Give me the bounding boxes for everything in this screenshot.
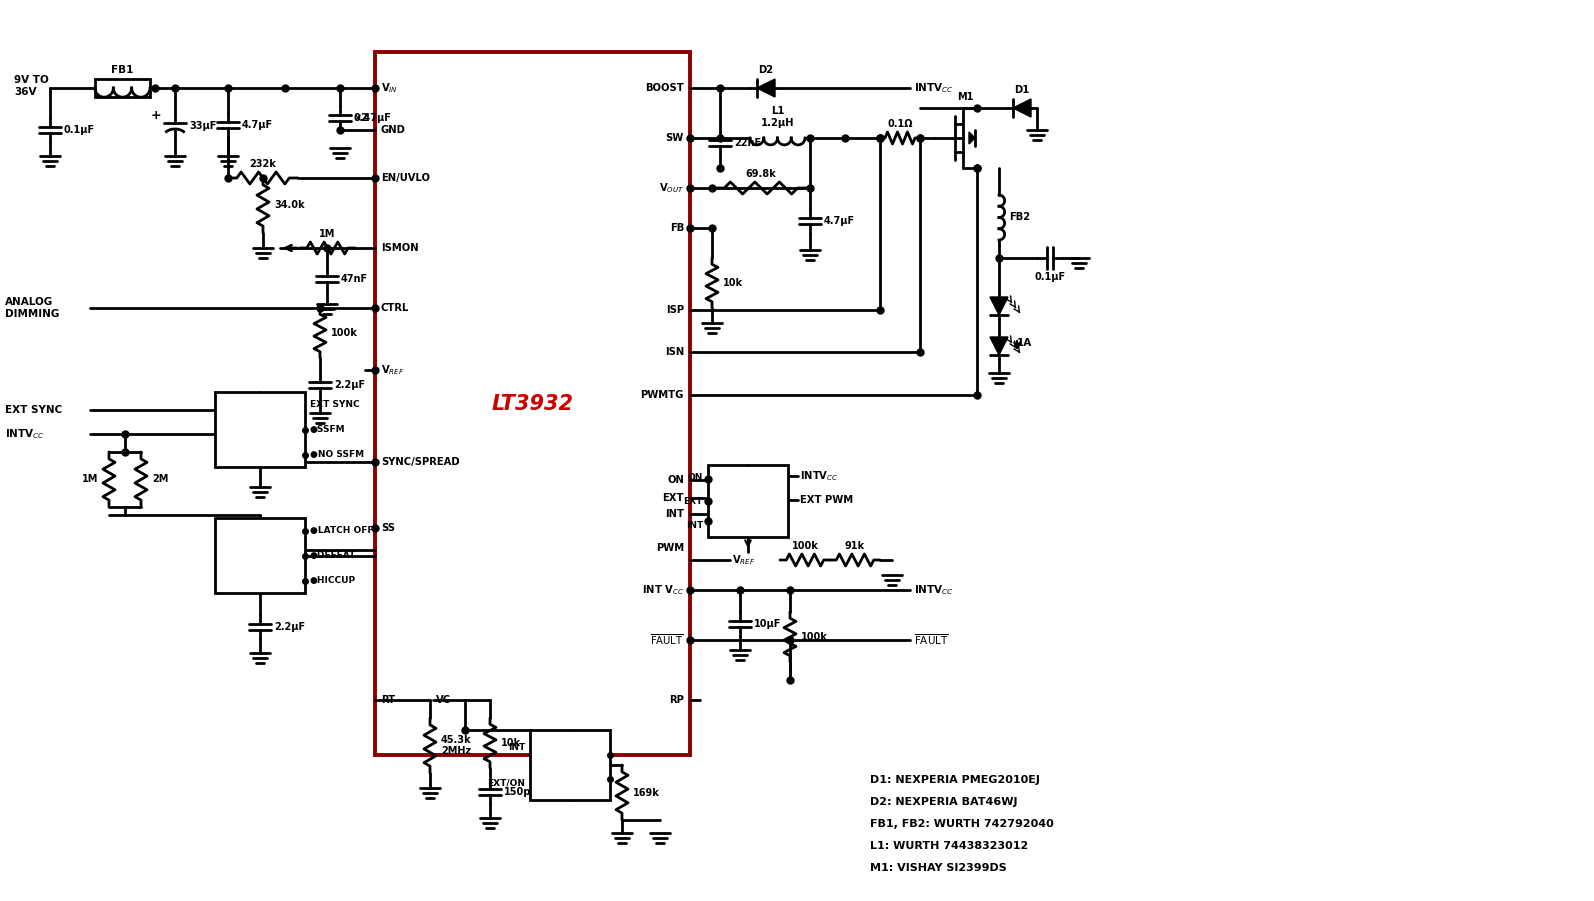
Text: 45.3k
2MHz: 45.3k 2MHz [442, 734, 472, 756]
Text: VC: VC [437, 695, 451, 705]
Text: SW: SW [666, 133, 684, 143]
Text: $\overline{\mathrm{FAULT}}$: $\overline{\mathrm{FAULT}}$ [650, 633, 684, 648]
Text: 232k: 232k [250, 159, 276, 169]
Text: V$_{REF}$: V$_{REF}$ [381, 363, 405, 377]
Text: ×2: ×2 [354, 113, 368, 123]
Text: PWM: PWM [655, 543, 684, 553]
Text: L1
1.2µH: L1 1.2µH [760, 106, 794, 128]
Text: GND: GND [381, 125, 406, 135]
Text: 2.2µF: 2.2µF [335, 380, 365, 390]
Text: ●NO SSFM: ●NO SSFM [309, 450, 363, 459]
Text: SYNC/SPREAD: SYNC/SPREAD [381, 457, 459, 467]
Text: LT3932: LT3932 [491, 394, 574, 414]
Polygon shape [1014, 99, 1031, 117]
Text: 4.7µF: 4.7µF [242, 120, 273, 130]
Text: 100k: 100k [332, 328, 359, 338]
Text: D2: NEXPERIA BAT46WJ: D2: NEXPERIA BAT46WJ [870, 797, 1017, 807]
Text: 1A: 1A [1017, 338, 1033, 348]
Text: EXT SYNC: EXT SYNC [309, 400, 360, 409]
Text: +: + [150, 109, 161, 122]
Text: M1: VISHAY SI2399DS: M1: VISHAY SI2399DS [870, 863, 1007, 873]
Text: M1: M1 [956, 92, 974, 102]
Text: 0.1µF: 0.1µF [64, 125, 96, 135]
Polygon shape [969, 132, 976, 144]
Text: 100k: 100k [802, 632, 827, 642]
Text: EXT: EXT [684, 496, 703, 505]
Text: SS: SS [381, 523, 395, 533]
Text: INT: INT [685, 521, 703, 530]
Bar [96, 79, 150, 97]
Text: INT: INT [665, 509, 684, 519]
Text: PWMTG: PWMTG [641, 390, 684, 400]
Text: FB1: FB1 [112, 65, 134, 75]
Polygon shape [990, 337, 1007, 355]
Text: INT V$_{CC}$: INT V$_{CC}$ [642, 583, 684, 596]
Text: 169k: 169k [633, 787, 660, 797]
Text: D2: D2 [759, 65, 773, 75]
Text: EXT: EXT [663, 493, 684, 503]
Bar [529, 730, 611, 800]
Text: EXT PWM: EXT PWM [800, 495, 853, 505]
Text: EXT/ON: EXT/ON [488, 778, 524, 787]
Text: INTV$_{CC}$: INTV$_{CC}$ [913, 583, 953, 596]
Text: FB2: FB2 [1009, 213, 1031, 223]
Text: BOOST: BOOST [646, 83, 684, 93]
Text: 10k: 10k [501, 738, 521, 748]
Text: INTV$_{CC}$: INTV$_{CC}$ [800, 469, 838, 483]
Text: ●DEFEAT: ●DEFEAT [309, 551, 355, 560]
Text: L1: WURTH 74438323012: L1: WURTH 74438323012 [870, 841, 1028, 851]
Text: 34.0k: 34.0k [274, 201, 304, 211]
Text: FB1, FB2: WURTH 742792040: FB1, FB2: WURTH 742792040 [870, 819, 1054, 829]
Text: ISP: ISP [666, 305, 684, 315]
Text: 2.2µF: 2.2µF [274, 622, 304, 632]
Text: $\overline{\mathrm{FAULT}}$: $\overline{\mathrm{FAULT}}$ [913, 633, 948, 647]
Text: CTRL: CTRL [381, 303, 410, 313]
Text: 47nF: 47nF [341, 274, 368, 284]
Text: 0.1µF: 0.1µF [1035, 272, 1065, 282]
Text: 10µF: 10µF [754, 619, 781, 629]
Text: ON: ON [687, 472, 703, 481]
Bar [708, 465, 787, 537]
Text: RP: RP [669, 695, 684, 705]
Text: EXT SYNC: EXT SYNC [5, 405, 62, 415]
Text: ISMON: ISMON [381, 243, 419, 253]
Text: 4.7µF: 4.7µF [824, 216, 854, 226]
Text: 1M: 1M [319, 229, 336, 239]
Text: 69.8k: 69.8k [746, 169, 776, 179]
Text: ON: ON [668, 475, 684, 485]
Text: 2M: 2M [151, 475, 169, 485]
Text: V$_{OUT}$: V$_{OUT}$ [658, 181, 684, 195]
Text: 9V TO
36V: 9V TO 36V [14, 75, 49, 96]
Text: 33µF: 33µF [190, 121, 217, 131]
Polygon shape [757, 79, 775, 97]
Text: 10k: 10k [724, 278, 743, 288]
Text: V$_{REF}$: V$_{REF}$ [732, 553, 756, 567]
Text: 0.47µF: 0.47µF [354, 113, 392, 123]
Text: 91k: 91k [845, 541, 866, 551]
Text: ANALOG
DIMMING: ANALOG DIMMING [5, 297, 59, 319]
Text: EN/UVLO: EN/UVLO [381, 173, 430, 183]
Text: 22nF: 22nF [733, 138, 760, 148]
Text: V$_{IN}$: V$_{IN}$ [381, 81, 398, 95]
Text: 100k: 100k [792, 541, 818, 551]
Polygon shape [990, 297, 1007, 315]
Text: ●SSFM: ●SSFM [309, 425, 346, 434]
Text: ●LATCH OFF: ●LATCH OFF [309, 526, 373, 535]
Text: ISN: ISN [665, 347, 684, 357]
Text: RT: RT [381, 695, 395, 705]
Text: FB: FB [669, 223, 684, 233]
Text: D1: D1 [1014, 85, 1030, 95]
Text: 0.1Ω: 0.1Ω [888, 119, 913, 129]
Text: ●HICCUP: ●HICCUP [309, 576, 355, 585]
Text: 1M: 1M [81, 475, 97, 485]
Text: INTV$_{CC}$: INTV$_{CC}$ [913, 81, 953, 95]
Text: INTV$_{CC}$: INTV$_{CC}$ [5, 427, 45, 441]
Bar [215, 392, 304, 467]
Text: 150pF: 150pF [504, 787, 539, 797]
Text: D1: NEXPERIA PMEG2010EJ: D1: NEXPERIA PMEG2010EJ [870, 775, 1039, 785]
Text: INT: INT [508, 743, 524, 752]
Bar [215, 518, 304, 593]
Bar [375, 52, 690, 755]
